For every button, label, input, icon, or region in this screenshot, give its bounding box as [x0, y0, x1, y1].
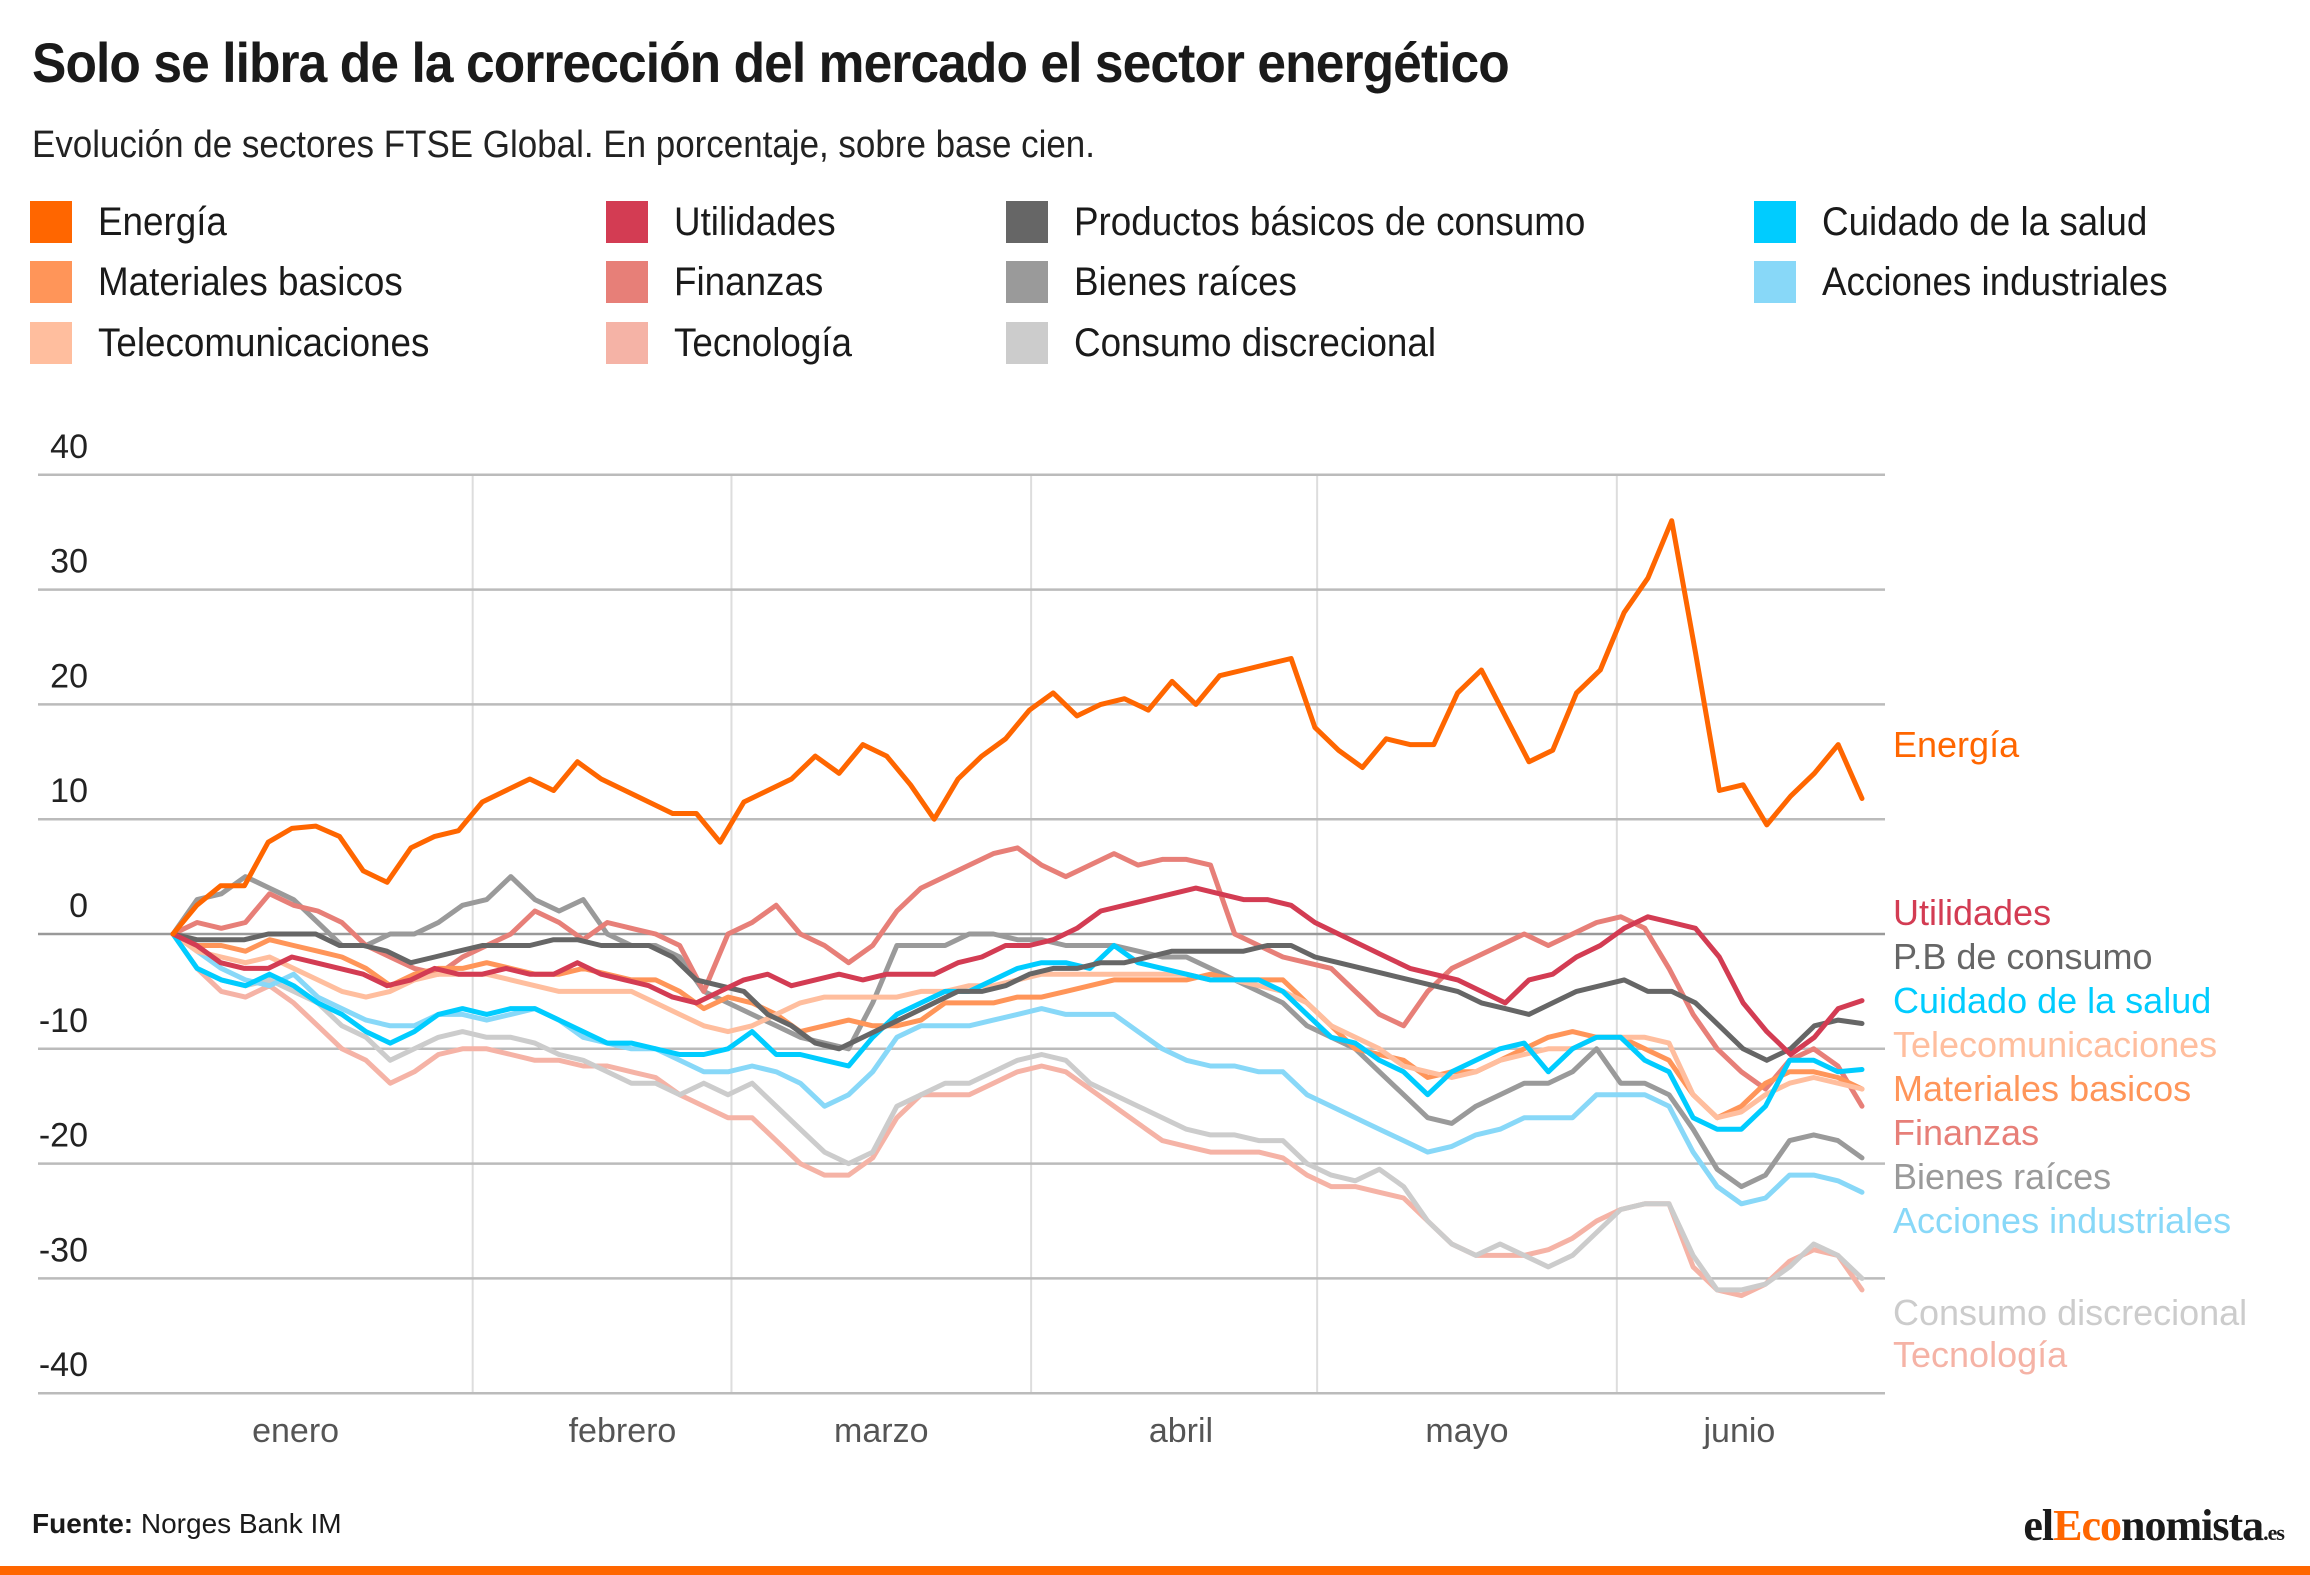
chart-title: Solo se libra de la corrección del merca…: [32, 31, 1510, 94]
legend-label: Telecomunicaciones: [98, 320, 430, 365]
source-value: Norges Bank IM: [140, 1508, 342, 1539]
legend-item-materiales: Materiales basicos: [30, 260, 429, 304]
legend-swatch: [1754, 261, 1796, 303]
x-tick-label: febrero: [569, 1412, 677, 1450]
legend-item-consumo-discrecional: Consumo discrecional: [1006, 321, 1468, 365]
y-tick-label: -20: [39, 1117, 88, 1155]
legend-label: Energía: [98, 199, 227, 244]
y-tick-label: -10: [39, 1002, 88, 1040]
legend-item-tecnologia: Tecnología: [606, 321, 867, 365]
y-tick-label: 10: [50, 772, 88, 810]
legend-swatch: [1006, 261, 1048, 303]
series-line: [170, 931, 1865, 1063]
legend-item-telecomunicaciones: Telecomunicaciones: [30, 321, 458, 365]
y-tick-label: -30: [39, 1231, 88, 1269]
series-end-label: Utilidades: [1893, 892, 2051, 933]
logo-es: .es: [2263, 1520, 2285, 1545]
legend-item-productos-basicos: Productos básicos de consumo: [1006, 200, 1630, 244]
series-end-label: P.B de consumo: [1893, 936, 2153, 977]
y-tick-label: 0: [69, 887, 88, 925]
legend-swatch: [1754, 201, 1796, 243]
series-line: [170, 931, 1865, 1299]
series-line: [170, 885, 1865, 1057]
legend-label: Utilidades: [674, 199, 836, 244]
x-tick-label: enero: [252, 1412, 339, 1450]
series-end-label: Bienes raíces: [1893, 1156, 2111, 1197]
y-axis-ticks: 40 30 20 10 0 -10 -20 -30 -40: [39, 428, 88, 1384]
source-label: Fuente:: [32, 1508, 134, 1539]
legend-swatch: [30, 322, 72, 364]
series-end-label: Materiales basicos: [1893, 1068, 2191, 1109]
x-axis-ticks: enero febrero marzo abril mayo junio: [252, 1412, 1775, 1450]
series-line: [170, 845, 1865, 1109]
legend-label: Cuidado de la salud: [1822, 199, 2148, 244]
series-line: [170, 874, 1865, 1190]
legend-swatch: [30, 261, 72, 303]
logo-eco: Eco: [2053, 1501, 2122, 1550]
legend-item-bienes-raices: Bienes raíces: [1006, 260, 1316, 304]
series-end-label: Acciones industriales: [1893, 1200, 2231, 1241]
series-line: [170, 931, 1865, 1132]
legend-item-utilidades: Utilidades: [606, 200, 850, 244]
legend-item-finanzas: Finanzas: [606, 260, 836, 304]
series-end-label: Tecnología: [1893, 1334, 2068, 1375]
logo-el: el: [2023, 1501, 2054, 1550]
line-chart: 40 30 20 10 0 -10 -20 -30 -40 enero febrero marzo a…: [38, 428, 2247, 1450]
legend-swatch: [606, 261, 648, 303]
source-note: Fuente: Norges Bank IM: [32, 1508, 342, 1540]
series-lines: [170, 518, 1865, 1299]
eleconomista-logo[interactable]: elEconomista.es: [2023, 1500, 2285, 1551]
chart-subtitle: Evolución de sectores FTSE Global. En po…: [32, 124, 1095, 166]
series-end-label: Energía: [1893, 724, 2020, 765]
legend-swatch: [606, 322, 648, 364]
legend-label: Finanzas: [674, 259, 824, 304]
series-end-label: Finanzas: [1893, 1112, 2039, 1153]
legend-label: Acciones industriales: [1822, 259, 2168, 304]
legend-label: Materiales basicos: [98, 259, 403, 304]
bottom-accent-bar: [0, 1566, 2310, 1575]
x-tick-label: mayo: [1425, 1412, 1508, 1450]
logo-nomista: nomista: [2121, 1501, 2264, 1550]
y-tick-label: -40: [39, 1346, 88, 1384]
legend: Energía Materiales basicos Telecomunicac…: [30, 200, 2290, 390]
legend-label: Productos básicos de consumo: [1074, 199, 1586, 244]
y-tick-label: 40: [50, 428, 88, 466]
legend-swatch: [1006, 322, 1048, 364]
series-line: [170, 931, 1865, 1207]
x-tick-label: marzo: [834, 1412, 928, 1450]
legend-label: Tecnología: [674, 320, 853, 365]
legend-label: Bienes raíces: [1074, 259, 1297, 304]
series-end-label: Consumo discrecional: [1893, 1292, 2247, 1333]
legend-item-acciones-industriales: Acciones industriales: [1754, 260, 2198, 304]
series-end-label: Telecomunicaciones: [1893, 1024, 2217, 1065]
x-tick-label: junio: [1702, 1412, 1775, 1450]
series-line: [170, 931, 1865, 1293]
y-tick-label: 20: [50, 657, 88, 695]
series-end-label: Cuidado de la salud: [1893, 980, 2211, 1021]
series-line: [170, 931, 1865, 1121]
y-tick-label: 30: [50, 543, 88, 581]
series-line: [170, 518, 1865, 937]
legend-swatch: [606, 201, 648, 243]
x-tick-label: abril: [1149, 1412, 1213, 1450]
legend-label: Consumo discrecional: [1074, 320, 1437, 365]
legend-swatch: [1006, 201, 1048, 243]
legend-item-cuidado-salud: Cuidado de la salud: [1754, 200, 2176, 244]
legend-swatch: [30, 201, 72, 243]
legend-item-energia: Energía: [30, 200, 238, 244]
